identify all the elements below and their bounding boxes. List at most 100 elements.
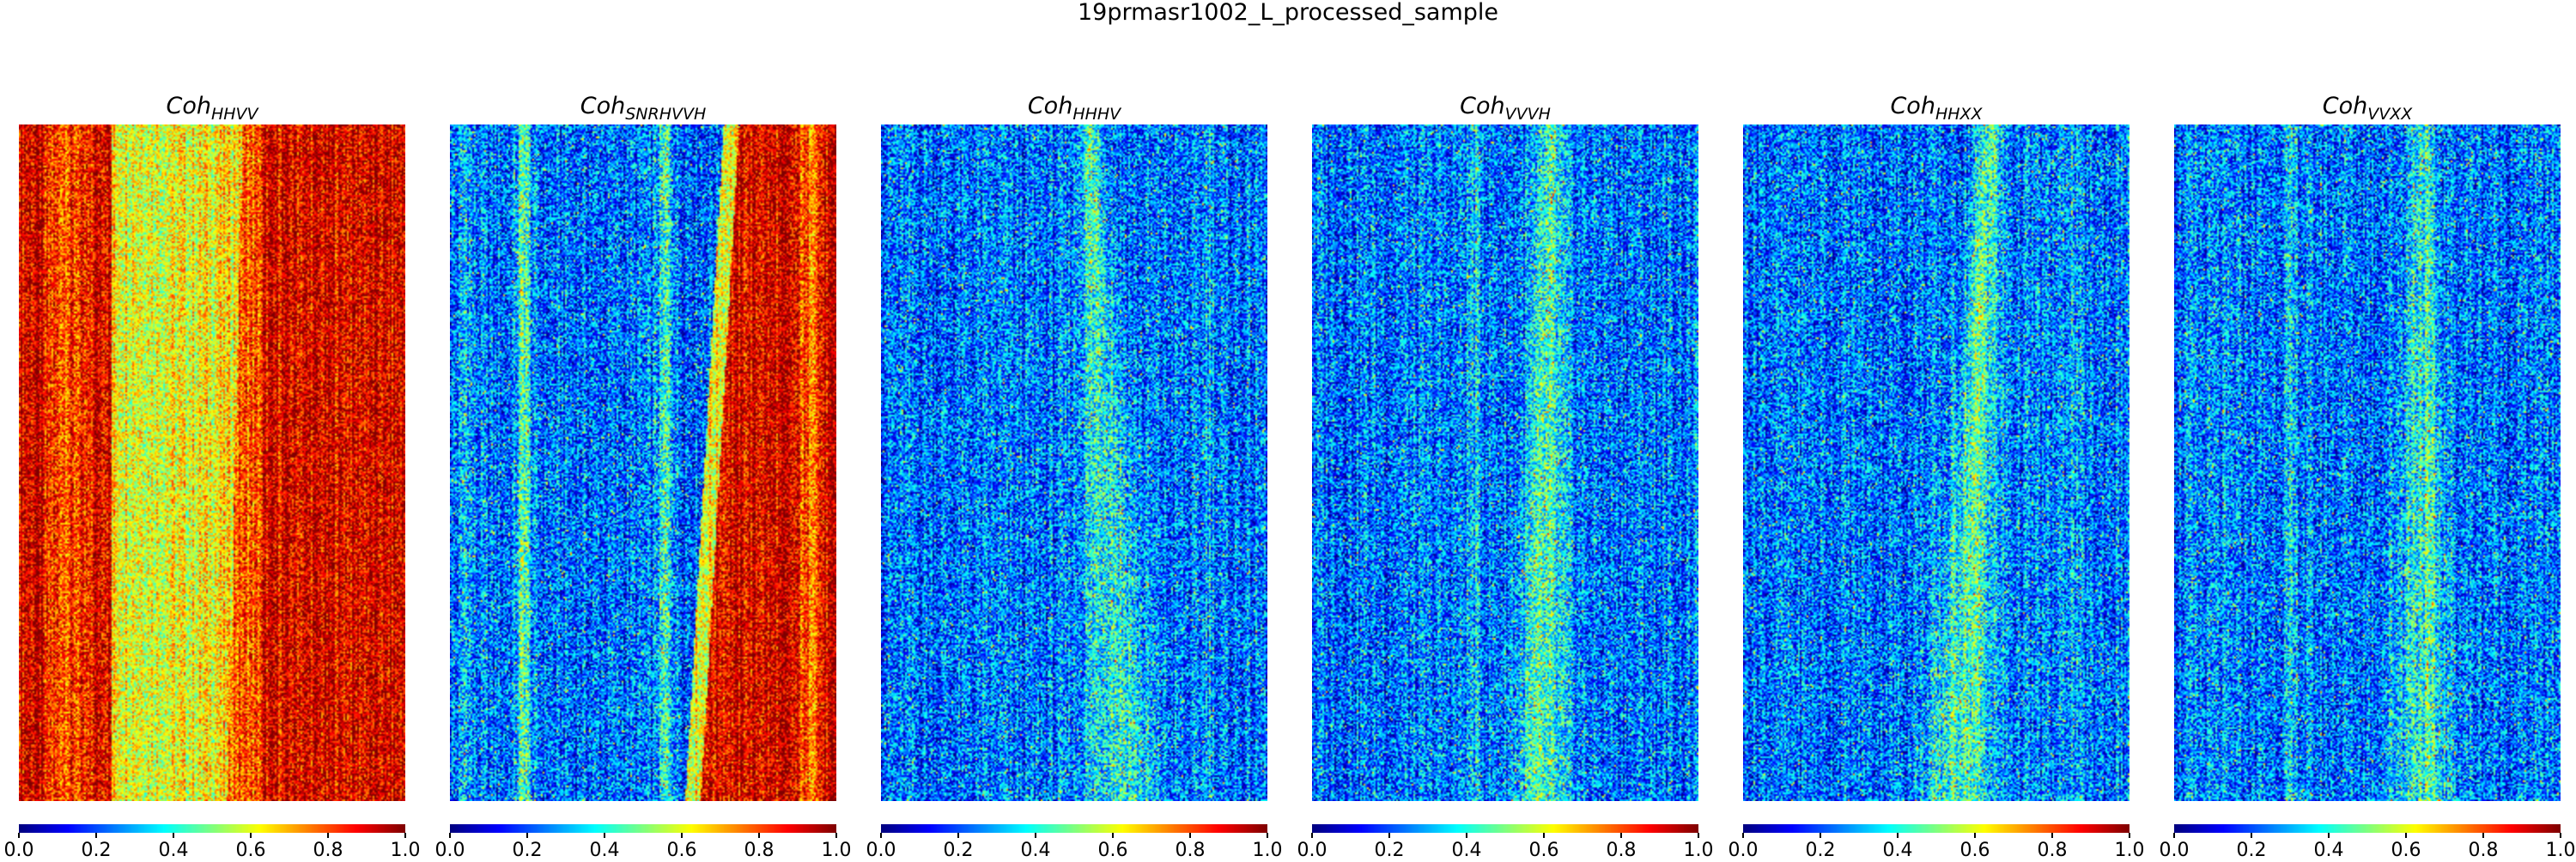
colorbar-tick-mark	[1820, 833, 1821, 838]
colorbar	[19, 824, 405, 833]
colorbar-tick-label: 0.2	[1806, 840, 1836, 862]
panel-title-base: Coh	[166, 93, 210, 119]
colorbar-tick-mark	[1620, 833, 1622, 838]
colorbar-tick-mark	[2560, 833, 2561, 838]
panel-title: CohHHHV	[881, 93, 1267, 124]
colorbar-tick-mark	[1698, 833, 1699, 838]
colorbar-tick-mark	[95, 833, 97, 838]
heatmap-image	[19, 124, 405, 801]
colorbar-tick-label: 0.4	[1021, 840, 1051, 862]
colorbar-tick-mark	[2129, 833, 2130, 838]
colorbar-tick-label: 1.0	[822, 840, 852, 862]
colorbar-tick-mark	[1742, 833, 1744, 838]
colorbar	[881, 824, 1267, 833]
panel-title-base: Coh	[2323, 93, 2367, 119]
panel-title: CohVVXX	[2174, 93, 2561, 124]
colorbar-tick-label: 0.0	[4, 840, 34, 862]
colorbar-tick-mark	[449, 833, 451, 838]
colorbar-tick-label: 0.2	[82, 840, 112, 862]
colorbar-tick-label: 1.0	[1684, 840, 1714, 862]
panel-title: CohHHVV	[19, 93, 405, 124]
colorbar-tick-label: 0.6	[236, 840, 266, 862]
colorbar-tick-mark	[1112, 833, 1114, 838]
colorbar-tick-label: 0.6	[1098, 840, 1128, 862]
colorbar-tick-label: 0.4	[1883, 840, 1913, 862]
panel-title-subscript: HHHV	[1072, 105, 1121, 124]
colorbar-tick-label: 0.8	[2038, 840, 2068, 862]
colorbar-tick-mark	[327, 833, 329, 838]
colorbar-tick-mark	[604, 833, 605, 838]
panel-title-subscript: VVVH	[1505, 105, 1551, 124]
colorbar-tick-mark	[2405, 833, 2407, 838]
colorbar-ticks: 0.0 0.2 0.4 0.6 0.8 1.0	[2174, 833, 2561, 859]
colorbar-ticks: 0.0 0.2 0.4 0.6 0.8 1.0	[1743, 833, 2129, 859]
colorbar-tick-label: 0.8	[744, 840, 775, 862]
colorbar-tick-mark	[404, 833, 406, 838]
colorbar-tick-mark	[1189, 833, 1191, 838]
colorbar-tick-label: 0.0	[1728, 840, 1759, 862]
colorbar	[2174, 824, 2561, 833]
heatmap-panel: CohVVVH 0.0 0.2 0.4 0.6 0.8 1.0	[1312, 0, 1698, 859]
colorbar-tick-label: 0.8	[1176, 840, 1206, 862]
panel-title-base: Coh	[1890, 93, 1935, 119]
colorbar-tick-label: 1.0	[1253, 840, 1283, 862]
colorbar-tick-label: 1.0	[391, 840, 421, 862]
heatmap-panel: CohHHXX 0.0 0.2 0.4 0.6 0.8 1.0	[1743, 0, 2129, 859]
colorbar-ticks: 0.0 0.2 0.4 0.6 0.8 1.0	[19, 833, 405, 859]
colorbar-tick-mark	[1543, 833, 1545, 838]
panel-title-base: Coh	[1460, 93, 1504, 119]
panel-title: CohVVVH	[1312, 93, 1698, 124]
colorbar-tick-label: 0.6	[2391, 840, 2421, 862]
colorbar-tick-label: 0.0	[866, 840, 896, 862]
colorbar-tick-label: 0.8	[1607, 840, 1637, 862]
colorbar-tick-label: 0.0	[435, 840, 465, 862]
colorbar-tick-label: 0.8	[313, 840, 343, 862]
colorbar-tick-mark	[18, 833, 20, 838]
panel-title-subscript: VVXX	[2367, 105, 2412, 124]
heatmap-image	[450, 124, 836, 801]
panel-title-base: Coh	[1028, 93, 1072, 119]
colorbar-tick-label: 0.2	[2237, 840, 2267, 862]
colorbar-tick-mark	[1974, 833, 1976, 838]
colorbar-tick-label: 0.2	[1375, 840, 1405, 862]
colorbar-tick-label: 0.8	[2469, 840, 2499, 862]
colorbar-tick-mark	[2482, 833, 2484, 838]
heatmap-panel: CohSNRHVVH 0.0 0.2 0.4 0.6 0.8 1.0	[450, 0, 836, 859]
heatmap-image	[1743, 124, 2129, 801]
colorbar-tick-label: 0.4	[590, 840, 620, 862]
colorbar-tick-mark	[2173, 833, 2175, 838]
heatmap-image	[2174, 124, 2561, 801]
colorbar-tick-mark	[681, 833, 683, 838]
colorbar-tick-mark	[1466, 833, 1467, 838]
colorbar-tick-label: 0.6	[1529, 840, 1559, 862]
heatmap-panel: CohHHHV 0.0 0.2 0.4 0.6 0.8 1.0	[881, 0, 1267, 859]
colorbar-tick-label: 0.0	[1297, 840, 1327, 862]
colorbar	[1312, 824, 1698, 833]
colorbar-tick-mark	[1035, 833, 1036, 838]
colorbar-tick-mark	[250, 833, 252, 838]
panel-title: CohSNRHVVH	[450, 93, 836, 124]
panel-title: CohHHXX	[1743, 93, 2129, 124]
colorbar-tick-mark	[758, 833, 760, 838]
colorbar-tick-label: 0.2	[513, 840, 543, 862]
colorbar-tick-label: 0.6	[667, 840, 697, 862]
heatmap-panel: CohVVXX 0.0 0.2 0.4 0.6 0.8 1.0	[2174, 0, 2561, 859]
colorbar-tick-label: 1.0	[2115, 840, 2145, 862]
colorbar-tick-mark	[2251, 833, 2252, 838]
colorbar-tick-label: 0.4	[1452, 840, 1482, 862]
heatmap-panel: CohHHVV 0.0 0.2 0.4 0.6 0.8 1.0	[19, 0, 405, 859]
colorbar-tick-mark	[2328, 833, 2330, 838]
colorbar-tick-mark	[1267, 833, 1268, 838]
colorbar-tick-mark	[880, 833, 882, 838]
colorbar-tick-mark	[1388, 833, 1390, 838]
colorbar-tick-mark	[526, 833, 528, 838]
colorbar-tick-label: 0.0	[2160, 840, 2190, 862]
panel-title-subscript: HHVV	[211, 105, 258, 124]
colorbar-tick-label: 0.4	[159, 840, 189, 862]
colorbar-tick-mark	[2051, 833, 2053, 838]
panel-title-subscript: SNRHVVH	[625, 105, 706, 124]
colorbar	[1743, 824, 2129, 833]
colorbar-tick-mark	[1897, 833, 1899, 838]
colorbar-tick-mark	[1311, 833, 1313, 838]
colorbar-tick-label: 0.6	[1960, 840, 1990, 862]
